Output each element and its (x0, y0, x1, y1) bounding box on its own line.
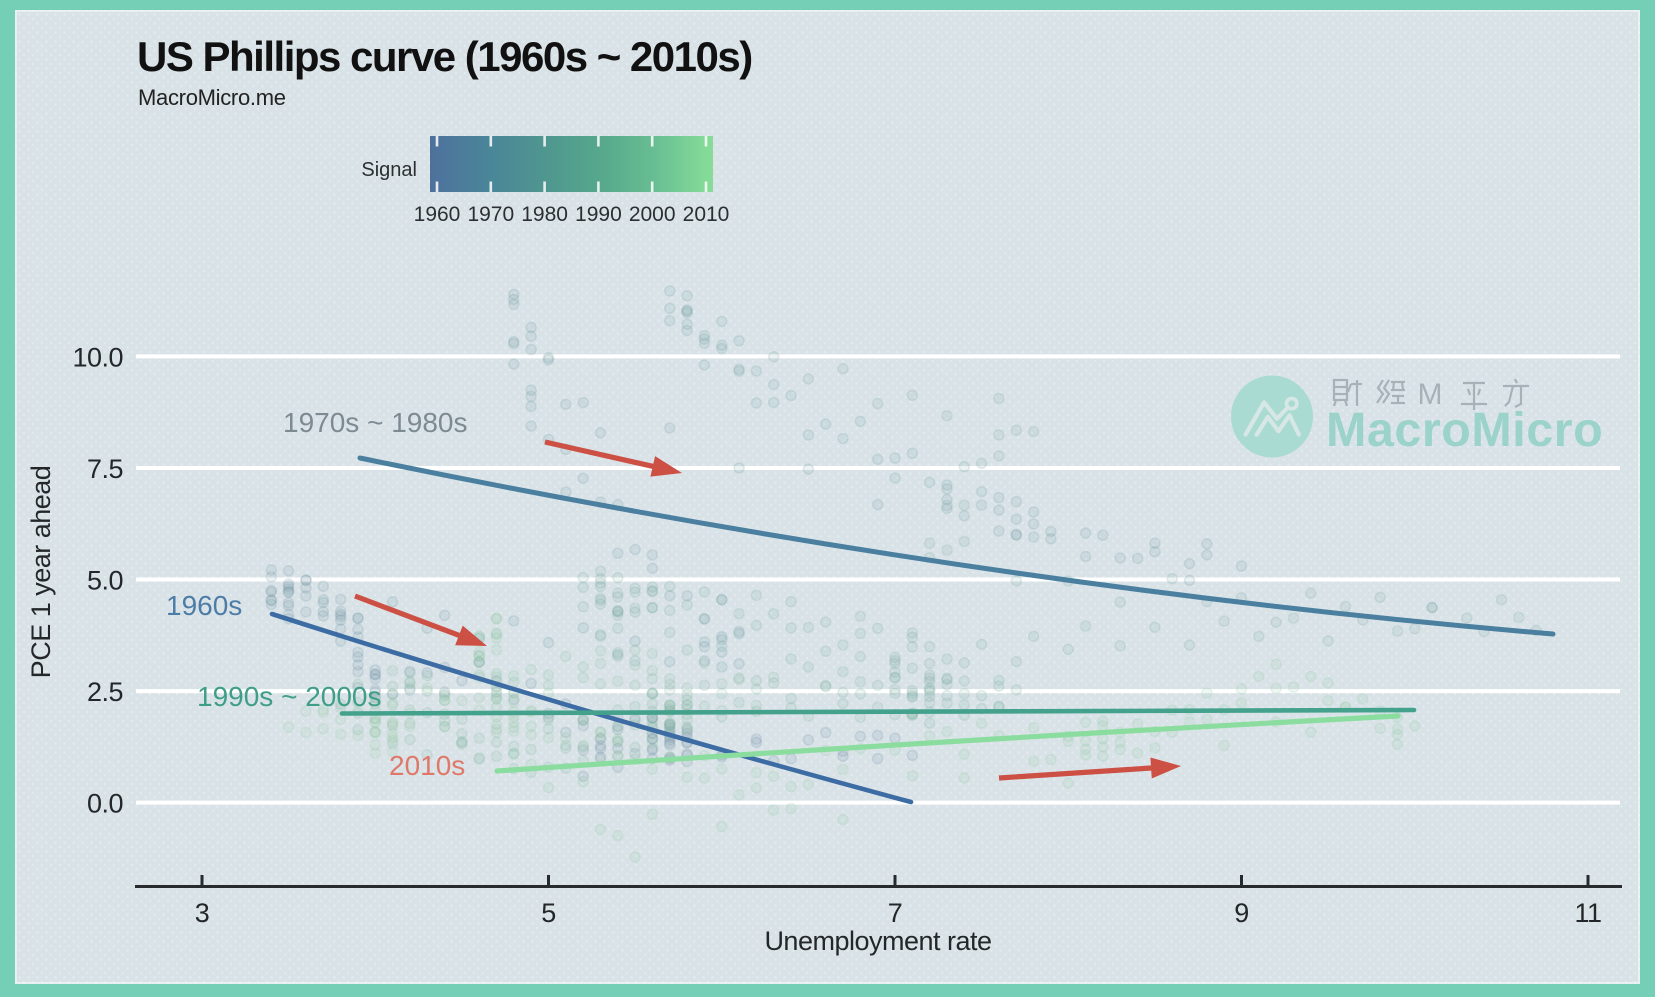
svg-text:2010: 2010 (683, 203, 730, 226)
svg-text:Unemployment rate: Unemployment rate (764, 926, 991, 956)
svg-text:1990: 1990 (575, 203, 622, 226)
svg-text:5: 5 (541, 898, 556, 928)
svg-text:MacroMicro: MacroMicro (1326, 403, 1603, 457)
svg-text:3: 3 (195, 898, 210, 928)
svg-text:US Phillips curve (1960s ~ 201: US Phillips curve (1960s ~ 2010s) (137, 33, 752, 80)
svg-text:7.5: 7.5 (87, 454, 123, 484)
svg-text:1980: 1980 (521, 203, 568, 226)
svg-text:2000: 2000 (629, 203, 676, 226)
svg-text:1990s ~ 2000s: 1990s ~ 2000s (197, 681, 382, 712)
svg-text:9: 9 (1234, 898, 1249, 928)
svg-text:11: 11 (1574, 898, 1601, 928)
svg-text:5.0: 5.0 (87, 566, 123, 596)
svg-text:1960: 1960 (414, 203, 461, 226)
svg-text:2010s: 2010s (389, 750, 465, 781)
svg-text:1970s ~ 1980s: 1970s ~ 1980s (283, 407, 468, 438)
svg-text:M: M (1418, 378, 1443, 411)
svg-text:1970: 1970 (467, 203, 514, 226)
svg-text:PCE 1 year ahead: PCE 1 year ahead (26, 466, 56, 679)
svg-text:0.0: 0.0 (87, 789, 123, 819)
svg-text:MacroMicro.me: MacroMicro.me (138, 85, 286, 110)
svg-text:Signal: Signal (361, 159, 417, 181)
svg-text:10.0: 10.0 (72, 342, 123, 372)
svg-text:1960s: 1960s (166, 590, 242, 621)
svg-text:7: 7 (888, 898, 903, 928)
svg-text:2.5: 2.5 (87, 677, 123, 707)
